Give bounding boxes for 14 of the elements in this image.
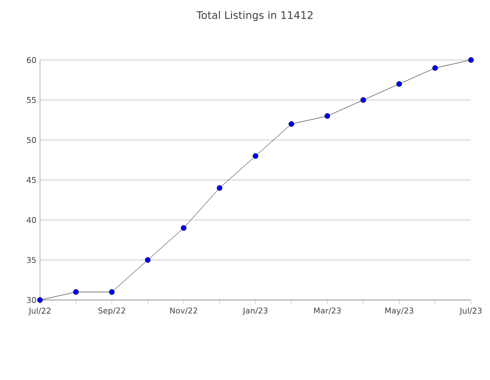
- point: [432, 65, 438, 71]
- point: [288, 121, 294, 127]
- point: [360, 97, 366, 103]
- point: [468, 57, 474, 63]
- point: [216, 185, 222, 191]
- point: [37, 297, 43, 303]
- point: [180, 225, 186, 231]
- point: [324, 113, 330, 119]
- chart-title: Total Listings in 11412: [196, 10, 313, 22]
- point: [144, 257, 151, 263]
- point: [396, 81, 402, 87]
- point: [252, 153, 258, 159]
- point: [73, 289, 79, 295]
- point: [109, 289, 115, 295]
